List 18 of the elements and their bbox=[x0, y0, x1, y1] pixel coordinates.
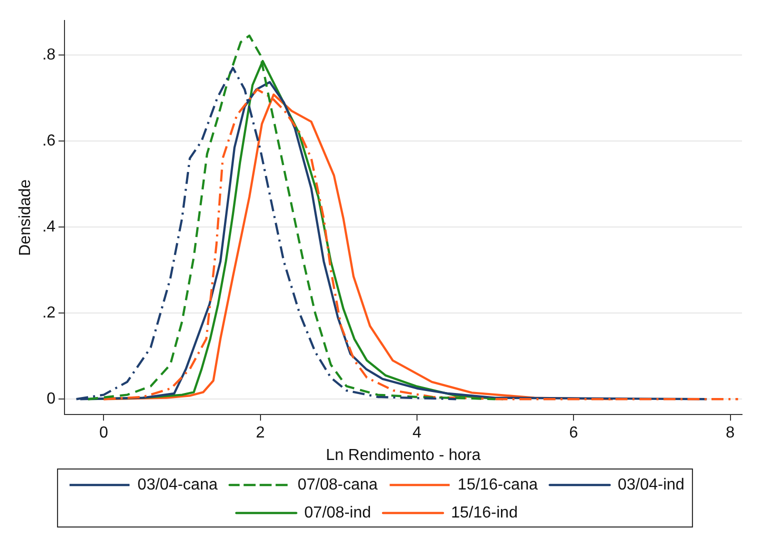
y-tick-label: .4 bbox=[42, 218, 56, 236]
legend-label: 07/08-cana bbox=[298, 476, 378, 494]
y-axis-title: Densidade bbox=[17, 179, 34, 256]
legend-label: 07/08-ind bbox=[304, 504, 371, 522]
y-tick-label: .2 bbox=[42, 304, 56, 322]
legend-label: 03/04-ind bbox=[618, 476, 684, 494]
x-tick-label: 4 bbox=[412, 424, 422, 442]
x-tick-label: 0 bbox=[99, 424, 108, 442]
x-tick-label: 6 bbox=[569, 424, 578, 442]
x-tick-label: 8 bbox=[726, 424, 735, 442]
x-tick-label: 2 bbox=[256, 424, 265, 442]
y-tick-label: .6 bbox=[42, 132, 56, 150]
y-tick-label: 0 bbox=[46, 390, 56, 408]
x-axis-title: Ln Rendimento - hora bbox=[326, 446, 481, 464]
y-tick-label: .8 bbox=[42, 46, 56, 64]
legend-label: 03/04-cana bbox=[138, 476, 218, 494]
legend-label: 15/16-ind bbox=[451, 504, 518, 522]
legend-label: 15/16-cana bbox=[458, 476, 538, 494]
